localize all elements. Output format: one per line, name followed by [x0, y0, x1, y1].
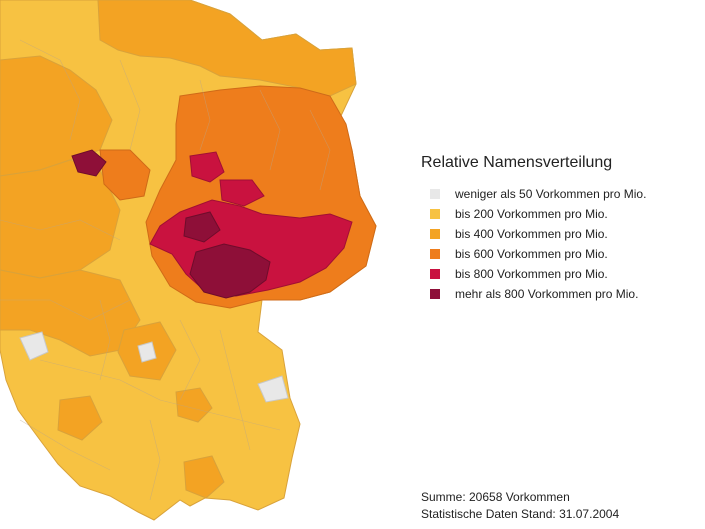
region-south-400-d — [183, 455, 225, 499]
legend-item: bis 600 Vorkommen pro Mio. — [421, 244, 646, 264]
legend-label: bis 800 Vorkommen pro Mio. — [455, 267, 608, 281]
legend-swatch — [430, 209, 440, 219]
legend-swatch — [430, 189, 440, 199]
legend-swatch — [430, 289, 440, 299]
region-south-400-c — [57, 395, 103, 441]
footer-date: Statistische Daten Stand: 31.07.2004 — [421, 507, 620, 521]
footer-sum: Summe: 20658 Vorkommen — [421, 490, 570, 504]
region-north-800 — [189, 151, 225, 183]
legend-swatch — [430, 249, 440, 259]
region-low-b — [257, 375, 289, 403]
legend-item: bis 800 Vorkommen pro Mio. — [421, 264, 646, 284]
legend-label: weniger als 50 Vorkommen pro Mio. — [455, 187, 647, 201]
legend-item: mehr als 800 Vorkommen pro Mio. — [421, 284, 646, 304]
legend: Relative Namensverteilung weniger als 50… — [421, 154, 646, 304]
legend-item: bis 400 Vorkommen pro Mio. — [421, 224, 646, 244]
legend-item: weniger als 50 Vorkommen pro Mio. — [421, 184, 646, 204]
legend-swatch — [430, 269, 440, 279]
legend-label: bis 400 Vorkommen pro Mio. — [455, 227, 608, 241]
legend-swatch — [430, 229, 440, 239]
legend-title: Relative Namensverteilung — [421, 154, 613, 171]
region-low-c — [137, 341, 157, 363]
footer: Summe: 20658 Vorkommen Statistische Date… — [421, 489, 619, 523]
region-core-max-2 — [183, 211, 221, 243]
district-borders — [0, 39, 331, 501]
legend-list: weniger als 50 Vorkommen pro Mio. bis 200… — [421, 184, 646, 304]
region-south-400-b — [175, 387, 213, 423]
legend-label: mehr als 800 Vorkommen pro Mio. — [455, 287, 639, 301]
legend-label: bis 600 Vorkommen pro Mio. — [455, 247, 608, 261]
region-core-max — [189, 243, 271, 299]
legend-label: bis 200 Vorkommen pro Mio. — [455, 207, 608, 221]
region-north2-800 — [219, 179, 265, 207]
germany-distribution-map — [0, 0, 377, 521]
region-west-800 — [71, 149, 107, 177]
legend-item: bis 200 Vorkommen pro Mio. — [421, 204, 646, 224]
region-low-a — [19, 331, 49, 361]
